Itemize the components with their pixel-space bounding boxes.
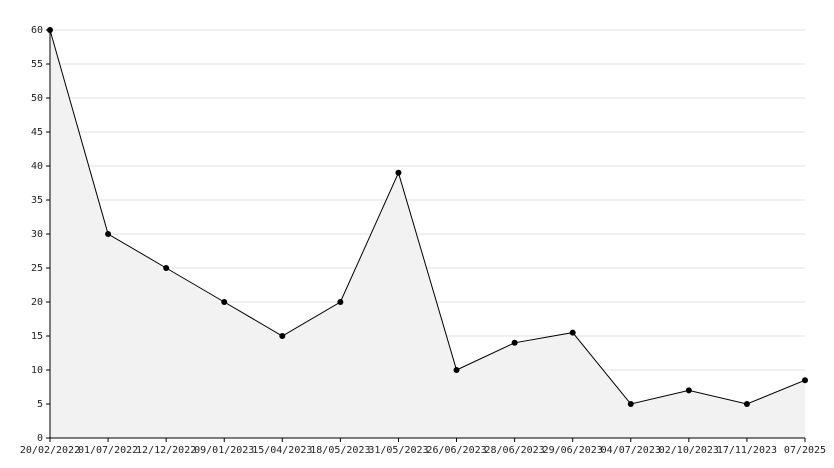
point	[47, 27, 53, 33]
y-tick-label: 30	[31, 229, 43, 240]
y-tick-label: 50	[31, 93, 43, 104]
x-tick-label: 01/07/2022	[78, 445, 138, 456]
point	[627, 401, 634, 407]
point	[453, 367, 460, 373]
x-tick-label: 26/06/2023	[426, 445, 486, 456]
point	[685, 387, 692, 394]
line	[49, 29, 806, 405]
point	[569, 329, 576, 336]
point	[395, 169, 402, 176]
point	[337, 299, 344, 305]
x-tick-label: 28/06/2023	[485, 445, 545, 456]
y-tick-label: 55	[31, 59, 43, 70]
y-tick-label: 60	[31, 25, 43, 36]
point	[279, 333, 286, 339]
y-tick-label: 5	[37, 399, 43, 410]
point	[743, 401, 750, 407]
area	[50, 30, 805, 438]
point	[163, 265, 170, 271]
point	[221, 299, 228, 305]
point	[105, 231, 112, 237]
x-tick-label: 17/11/2023	[717, 445, 777, 456]
y-tick-label: 10	[31, 365, 43, 376]
point	[802, 377, 808, 384]
x-tick-label: 29/06/2023	[543, 445, 603, 456]
x-tick-label: 02/10/2023	[659, 445, 719, 456]
x-tick-label: 18/05/2023	[310, 445, 370, 456]
y-tick-label: 25	[31, 263, 43, 274]
y-tick-label: 15	[31, 331, 43, 342]
y-tick-label: 40	[31, 161, 43, 172]
x-tick-label: 12/12/2022	[136, 445, 196, 456]
x-tick-label: 04/07/2023	[601, 445, 661, 456]
x-tick-label: 31/05/2023	[368, 445, 428, 456]
x-tick-label: 20/02/2022	[20, 445, 80, 456]
x-tick-label: 15/04/2023	[252, 445, 312, 456]
y-tick-label: 35	[31, 195, 43, 206]
y-tick-label: 0	[37, 433, 43, 444]
y-tick-label: 20	[31, 297, 43, 308]
y-tick-label: 45	[31, 127, 43, 138]
x-tick-label: 09/01/2023	[194, 445, 254, 456]
x-tick-label: 07/2025	[784, 445, 826, 456]
point	[511, 339, 518, 346]
